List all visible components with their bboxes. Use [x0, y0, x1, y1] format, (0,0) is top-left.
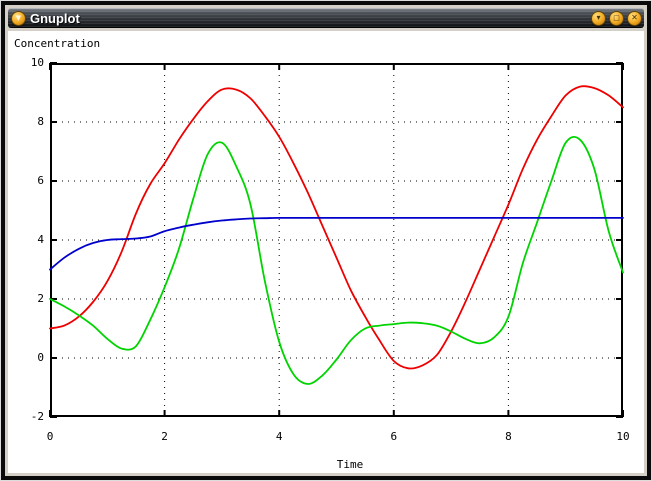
close-button[interactable]: ✕: [627, 10, 642, 26]
y-axis-label: Concentration: [14, 37, 101, 50]
window-menu-button[interactable]: ▼: [11, 10, 26, 26]
y-tick-label: 4: [37, 233, 44, 246]
y-tick-label: -2: [30, 410, 44, 423]
x-tick-label: 10: [616, 430, 630, 443]
green-series-curve: [49, 135, 624, 385]
x-tick-label: 0: [46, 430, 54, 443]
x-tick-label: 2: [161, 430, 168, 443]
plot-area: Concentration -2 0 2 4 6 8 10 0 2 4 6 8 10 Time: [8, 31, 644, 473]
x-axis-label: Time: [336, 458, 364, 471]
x-tick-label: 6: [390, 430, 398, 443]
y-tick-label: 2: [37, 292, 44, 305]
plot-border: [50, 63, 623, 417]
plot-canvas: [49, 62, 624, 418]
x-tick-label: 4: [275, 430, 283, 443]
y-tick-label: 6: [37, 174, 44, 187]
red-series-curve: [49, 85, 624, 370]
minimize-button[interactable]: ▾: [591, 10, 606, 26]
window-title: Gnuplot: [30, 10, 80, 26]
maximize-button[interactable]: □: [609, 10, 624, 26]
window-buttons: ▾ □ ✕: [588, 10, 642, 26]
blue-series-curve: [49, 216, 624, 271]
window-panel: ▼ Gnuplot ▾ □ ✕ Concentration -2 0 2 4 6 8 10 …: [5, 5, 647, 476]
x-tick-label: 8: [505, 430, 512, 443]
y-tick-label: 0: [37, 351, 44, 364]
y-tick-label: 10: [30, 56, 44, 69]
titlebar[interactable]: ▼ Gnuplot ▾ □ ✕: [8, 8, 644, 28]
y-tick-label: 8: [37, 115, 44, 128]
